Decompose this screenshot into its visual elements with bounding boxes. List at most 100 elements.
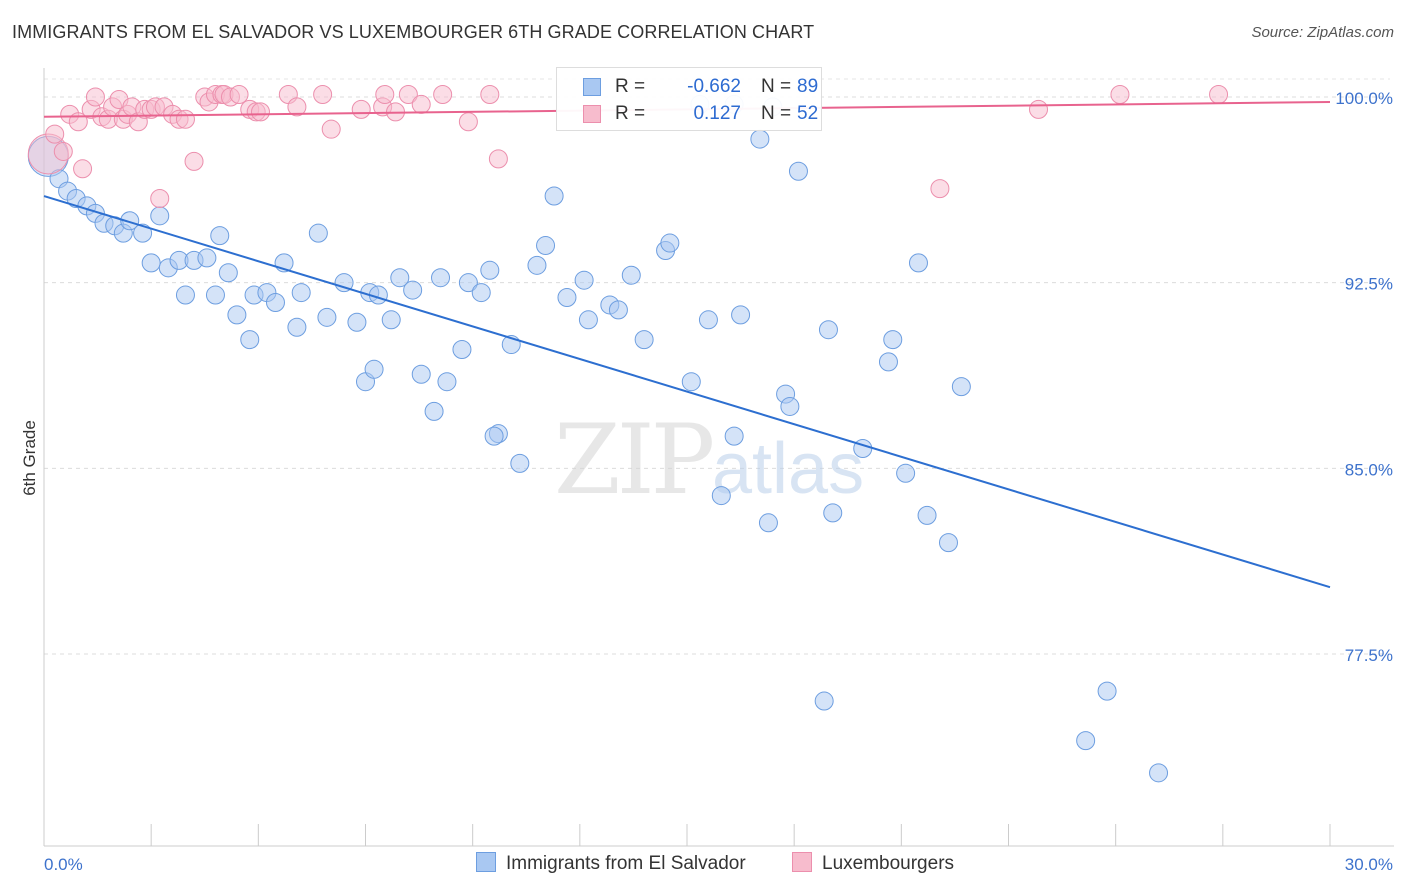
data-point (229, 85, 249, 105)
legend-label-luxembourger: Luxembourgers (822, 853, 955, 874)
data-point (480, 260, 500, 280)
data-point (510, 453, 530, 473)
r-label: R = (615, 76, 646, 97)
source-credit: Source: ZipAtlas.com (1251, 24, 1394, 41)
data-point (150, 206, 170, 226)
data-point (250, 102, 270, 122)
y-tick-label: 85.0% (1345, 460, 1393, 479)
data-point (308, 223, 328, 243)
r-value-el-salvador: -0.662 (687, 76, 741, 97)
data-point (227, 305, 247, 325)
data-point (205, 285, 225, 305)
axes (43, 68, 1394, 847)
data-point (458, 112, 478, 132)
data-point (883, 330, 903, 350)
x-tick-label: 30.0% (1345, 855, 1393, 874)
data-point (544, 186, 564, 206)
y-tick-label: 92.5% (1345, 275, 1393, 294)
data-point (265, 292, 285, 312)
data-point (574, 270, 594, 290)
data-point (621, 265, 641, 285)
data-point (390, 268, 410, 288)
data-point (917, 505, 937, 525)
legend-swatch-luxembourger (792, 852, 812, 872)
data-point (878, 352, 898, 372)
data-point (608, 300, 628, 320)
data-point (578, 310, 598, 330)
data-point (210, 226, 230, 246)
data-point (424, 401, 444, 421)
data-point (433, 85, 453, 105)
data-point (45, 124, 65, 144)
data-point (1076, 731, 1096, 751)
x-tick-label: 0.0% (44, 855, 83, 874)
legend-label-el-salvador: Immigrants from El Salvador (506, 853, 746, 874)
data-point (557, 288, 577, 308)
data-point (731, 305, 751, 325)
data-point (527, 255, 547, 275)
tick-labels: 77.5% 85.0% 92.5% 100.0% 0.0% 30.0% 6th Grade (20, 89, 1393, 874)
data-point (175, 109, 195, 129)
stats-legend: R = -0.662 N = 89 R = 0.127 N = 52 (556, 67, 822, 131)
data-point (788, 161, 808, 181)
data-point (818, 320, 838, 340)
data-point (381, 310, 401, 330)
data-point (184, 151, 204, 171)
data-point (150, 188, 170, 208)
data-point (908, 253, 928, 273)
data-point (634, 330, 654, 350)
legend-swatch-el-salvador (476, 852, 496, 872)
data-point (458, 273, 478, 293)
data-point (347, 312, 367, 332)
n-value-el-salvador: 89 (797, 76, 819, 97)
data-point (240, 330, 260, 350)
data-point (287, 317, 307, 337)
series-legend: Immigrants from El Salvador Luxembourger… (0, 852, 1406, 878)
data-point (364, 359, 384, 379)
data-point (53, 141, 73, 161)
data-point (1110, 85, 1130, 105)
data-point (780, 396, 800, 416)
data-point (403, 280, 423, 300)
data-point (133, 223, 153, 243)
watermark: ZIP atlas (554, 404, 864, 516)
data-point (73, 159, 93, 179)
data-point (660, 233, 680, 253)
data-point (175, 285, 195, 305)
data-point (471, 283, 491, 303)
n-label: N = (761, 103, 792, 124)
data-point (437, 372, 457, 392)
data-point (334, 273, 354, 293)
data-point (321, 119, 341, 139)
series-el-salvador-points (27, 94, 1169, 783)
data-point (536, 236, 556, 256)
data-point (711, 486, 731, 506)
data-point (291, 283, 311, 303)
data-point (1149, 763, 1169, 783)
data-point (431, 268, 451, 288)
data-point (823, 503, 843, 523)
legend-swatch-el-salvador (583, 78, 601, 96)
data-point (411, 364, 431, 384)
r-label: R = (615, 103, 646, 124)
legend-item-el-salvador: Immigrants from El Salvador (476, 852, 746, 875)
data-point (120, 211, 140, 231)
data-point (484, 426, 504, 446)
data-point (85, 87, 105, 107)
n-label: N = (761, 76, 792, 97)
data-point (758, 513, 778, 533)
data-point (313, 85, 333, 105)
y-tick-label: 77.5% (1345, 646, 1393, 665)
data-point (488, 149, 508, 169)
data-point (814, 691, 834, 711)
data-point (750, 129, 770, 149)
data-point (141, 253, 161, 273)
legend-swatch-luxembourger (583, 105, 601, 123)
trend-line-el-salvador (43, 195, 1331, 589)
data-point (411, 94, 431, 114)
data-point (938, 533, 958, 553)
legend-item-luxembourger: Luxembourgers (792, 852, 954, 875)
data-point (317, 307, 337, 327)
r-value-luxembourger: 0.127 (693, 103, 741, 124)
